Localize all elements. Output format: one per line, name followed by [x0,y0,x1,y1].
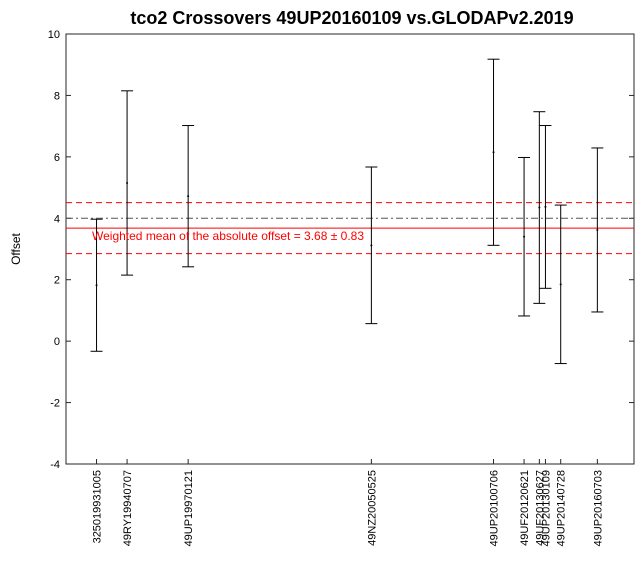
data-point [523,235,526,238]
plot-area: -4 -2 0 2 4 6 8 10 325019931005 49RY19940707 49UP1… [48,29,635,546]
x-tick-label: 49RY19940707 [122,470,134,546]
axes-box [65,33,635,465]
data-point [538,206,541,209]
chart-title: tco2 Crossovers 49UP20160109 vs.GLODAPv2… [130,8,573,28]
y-tick-label: 10 [48,29,60,41]
y-tick-label: 8 [54,90,60,102]
x-tick-label: 49UP19970121 [183,470,195,546]
x-tick-label: 49UF20130627 [534,470,546,546]
data-point [95,284,98,287]
y-tick-label: -2 [50,398,60,410]
x-tick-label: 49UP20140728 [556,470,568,546]
x-tick-label: 49UP20130109 [540,470,552,546]
x-tick-label: 49NZ20050525 [366,470,378,546]
data-point [596,228,599,231]
y-tick-label: 6 [54,152,60,164]
x-tick-label: 49UF20120621 [519,470,531,546]
y-tick-label: 4 [54,213,60,225]
data-point [544,205,547,208]
y-tick-label: 0 [54,336,60,348]
weighted-mean-annotation: Weighted mean of the absolute offset = 3… [92,229,364,243]
y-axis-label: Offset [9,232,23,264]
y-tick-label: 2 [54,275,60,287]
x-tick-label: 49UP20160703 [592,470,604,546]
data-point [370,244,373,247]
data-point [126,181,129,184]
data-point [492,151,495,154]
data-point [559,283,562,286]
x-tick-label: 49UP20100706 [489,470,501,546]
x-tick-label: 325019931005 [92,470,104,543]
y-tick-label: -4 [50,459,60,471]
data-point [187,195,190,198]
